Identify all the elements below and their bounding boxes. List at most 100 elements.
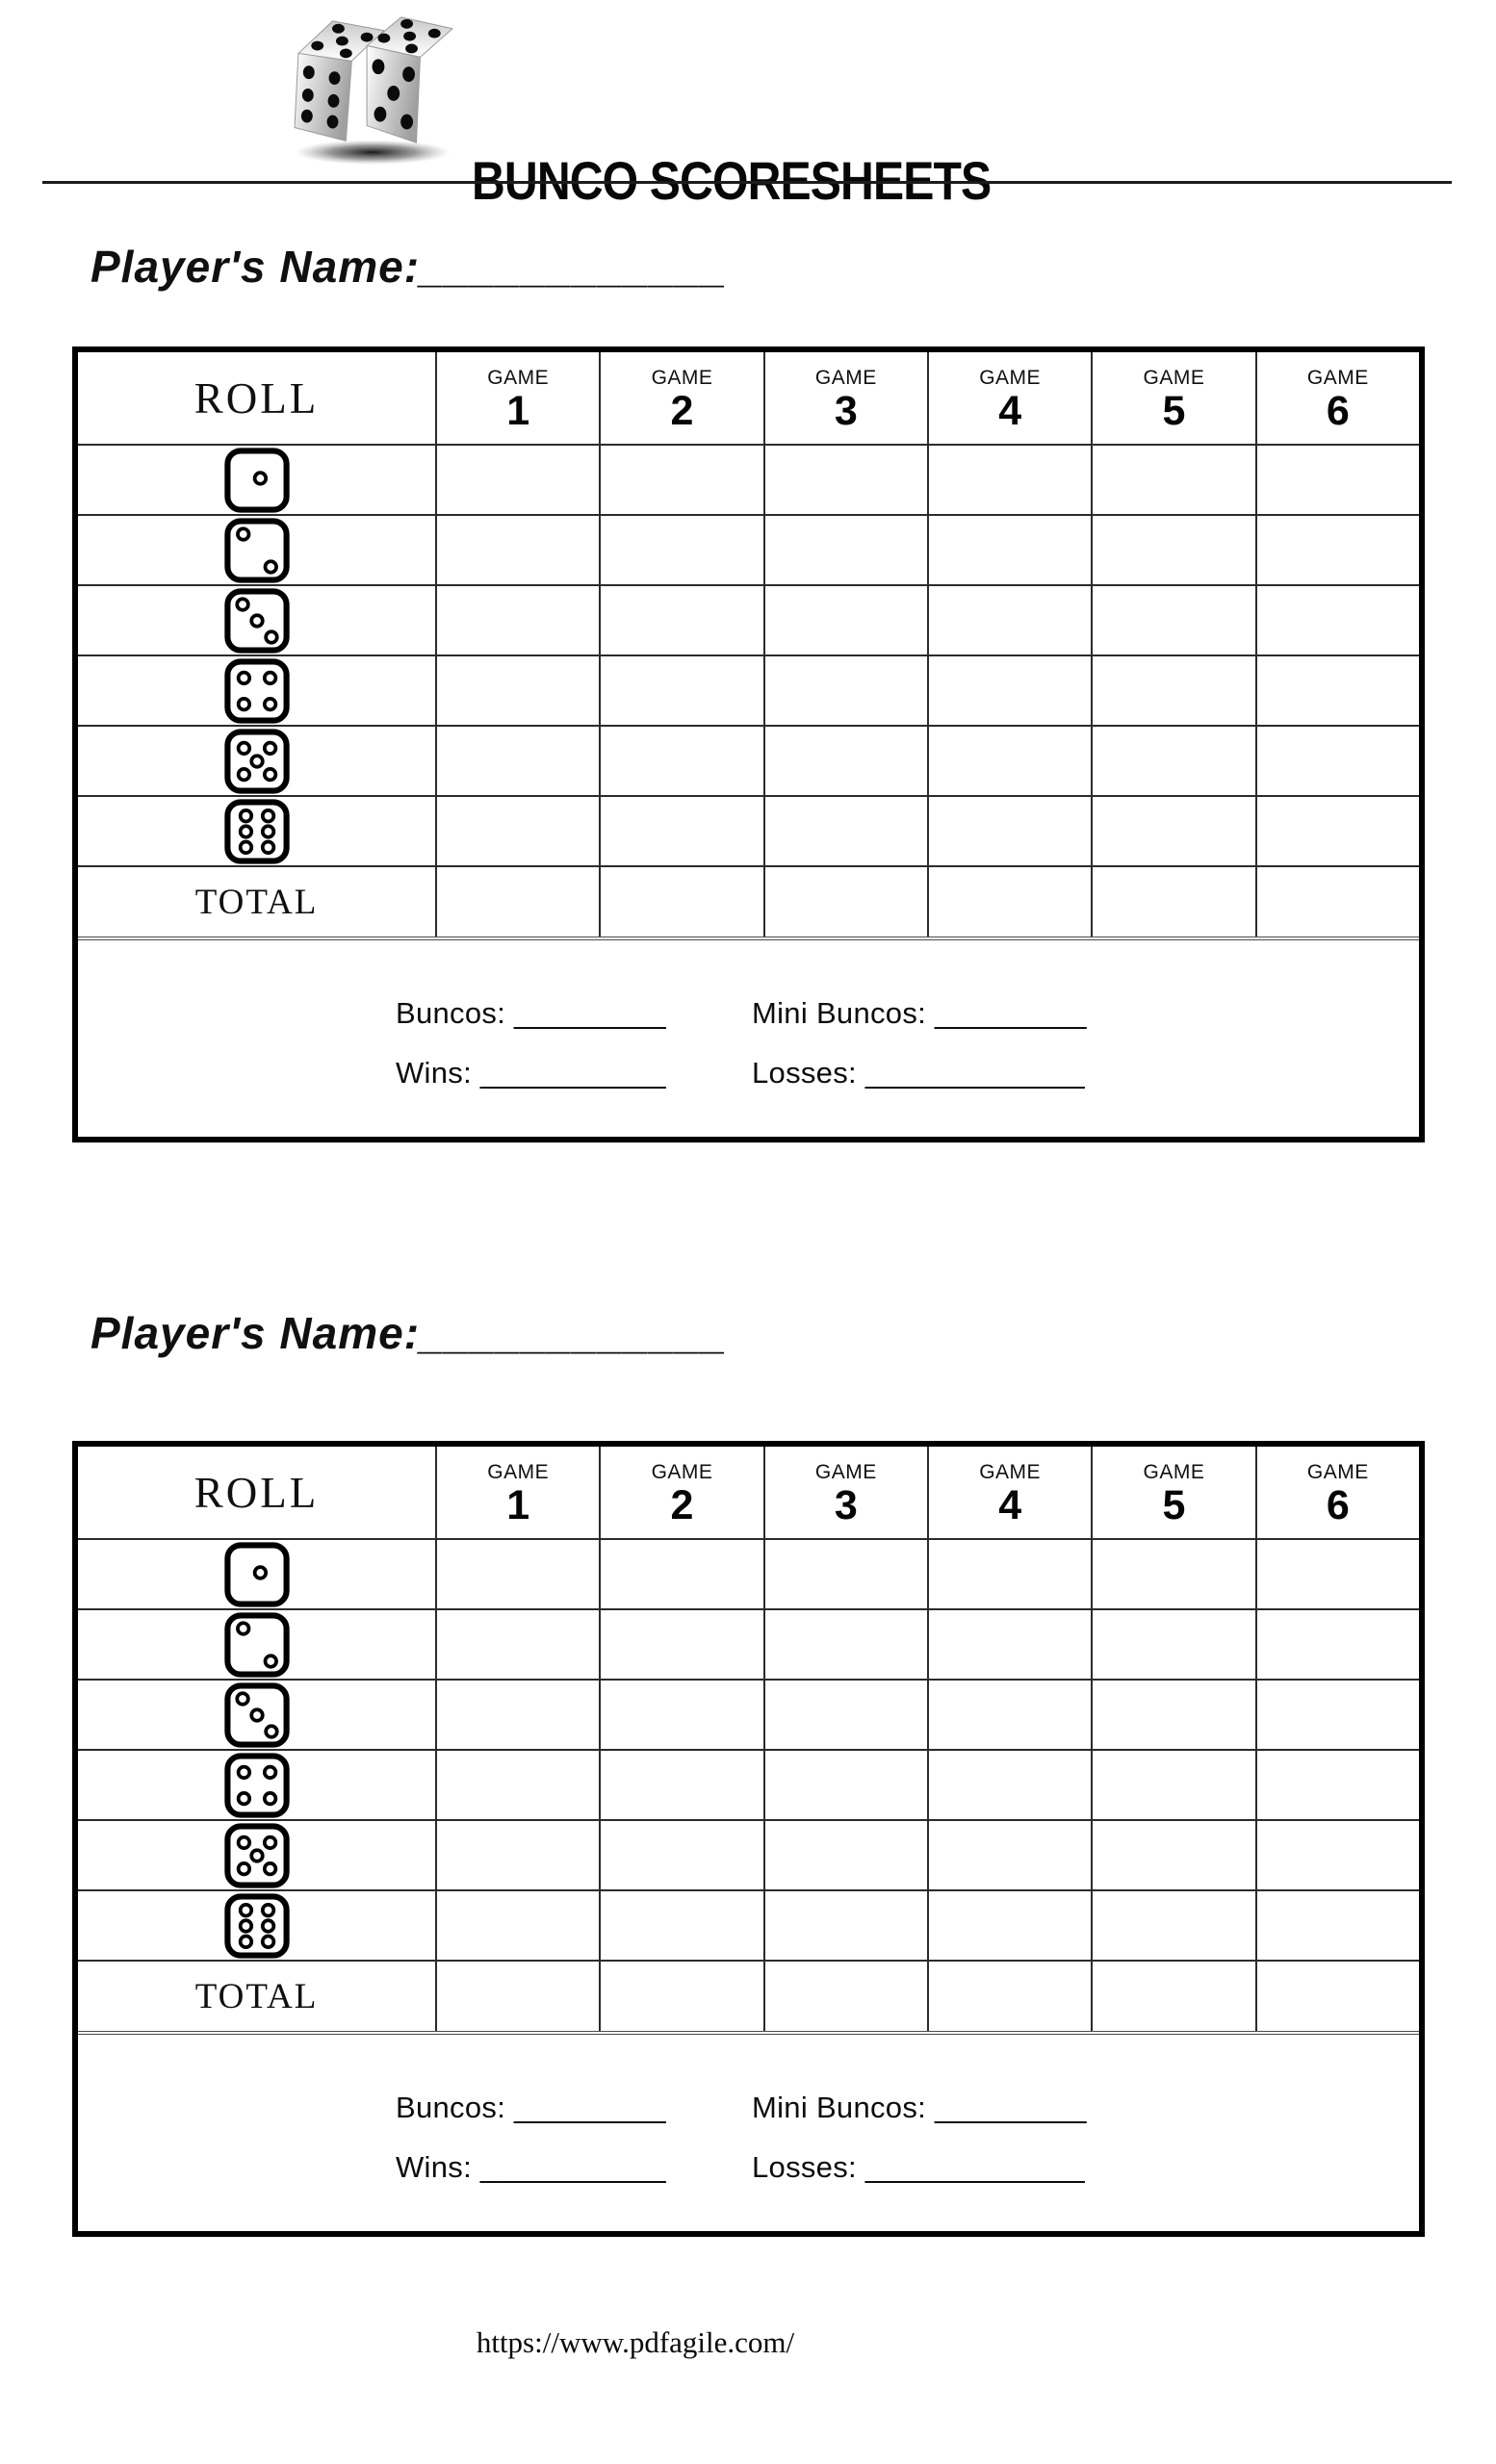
- game-2-header: GAME 2: [599, 352, 762, 444]
- die-face-3-icon: [223, 587, 290, 654]
- score-cell: [1254, 1540, 1419, 1608]
- score-cell: [762, 867, 927, 937]
- score-row-4: [78, 656, 1419, 727]
- mini-buncos-field: Mini Buncos: _________: [752, 996, 1087, 1030]
- total-label: TOTAL: [194, 1976, 319, 2016]
- score-cell: [926, 586, 1091, 654]
- header-divider: [42, 181, 1452, 184]
- player-name-field: Player's Name:____________: [90, 242, 728, 292]
- die-face-2-icon: [223, 517, 290, 583]
- score-row-6: [78, 797, 1419, 867]
- score-cell: [926, 656, 1091, 725]
- losses-field: Losses: _____________: [752, 2150, 1085, 2184]
- losses-field: Losses: _____________: [752, 1056, 1085, 1090]
- roll-die-cell: [78, 656, 435, 725]
- score-cell: [435, 1962, 599, 2031]
- score-cell: [1254, 1751, 1419, 1819]
- roll-header-cell: ROLL: [78, 352, 435, 444]
- score-cell: [1254, 1962, 1419, 2031]
- score-row-3: [78, 586, 1419, 656]
- roll-die-cell: [78, 516, 435, 584]
- score-row-1: [78, 1540, 1419, 1610]
- score-cell: [435, 516, 599, 584]
- score-cell: [435, 727, 599, 795]
- roll-die-cell: [78, 797, 435, 865]
- score-cell: [762, 1610, 927, 1679]
- score-cell: [926, 1891, 1091, 1960]
- score-cell: [1091, 1681, 1254, 1749]
- score-cell: [599, 797, 762, 865]
- game-6-header: GAME 6: [1254, 1447, 1419, 1538]
- score-row-6: [78, 1891, 1419, 1962]
- game-4-header: GAME 4: [926, 1447, 1091, 1538]
- score-cell: [435, 1891, 599, 1960]
- score-cell: [1254, 1681, 1419, 1749]
- score-row-4: [78, 1751, 1419, 1821]
- score-cell: [762, 1681, 927, 1749]
- game-2-header: GAME 2: [599, 1447, 762, 1538]
- roll-header: ROLL: [193, 373, 320, 423]
- score-cell: [1254, 586, 1419, 654]
- roll-die-cell: [78, 446, 435, 514]
- game-4-header: GAME 4: [926, 352, 1091, 444]
- score-cell: [599, 1610, 762, 1679]
- game-3-header: GAME 3: [762, 1447, 927, 1538]
- roll-die-cell: [78, 727, 435, 795]
- buncos-field: Buncos: _________: [396, 2091, 666, 2124]
- score-cell: [926, 1540, 1091, 1608]
- wins-field: Wins: ___________: [396, 1056, 666, 1090]
- summary-area: Buncos: _________ Mini Buncos: _________…: [78, 940, 1419, 1137]
- game-5-header: GAME 5: [1091, 1447, 1254, 1538]
- score-cell: [1091, 1891, 1254, 1960]
- total-label: TOTAL: [194, 882, 319, 922]
- score-cell: [1254, 516, 1419, 584]
- score-cell: [1091, 1821, 1254, 1889]
- score-cell: [599, 1540, 762, 1608]
- score-cell: [435, 867, 599, 937]
- scoresheet-1: ROLL GAME 1 GAME 2 GAME 3 GAME 4 GAME 5: [72, 346, 1425, 1142]
- score-cell: [926, 1751, 1091, 1819]
- score-row-1: [78, 446, 1419, 516]
- score-cell: [762, 727, 927, 795]
- die-face-1-icon: [223, 447, 290, 513]
- score-cell: [1091, 1962, 1254, 2031]
- score-cell: [1254, 446, 1419, 514]
- game-5-header: GAME 5: [1091, 352, 1254, 444]
- score-cell: [599, 1962, 762, 2031]
- score-cell: [1091, 586, 1254, 654]
- score-cell: [926, 516, 1091, 584]
- game-1-header: GAME 1: [435, 1447, 599, 1538]
- left-die: [294, 20, 385, 141]
- scoresheet-2: ROLL GAME 1 GAME 2 GAME 3 GAME 4 GAME 5: [72, 1441, 1425, 2237]
- right-die: [366, 16, 453, 143]
- game-3-header: GAME 3: [762, 352, 927, 444]
- score-cell: [926, 727, 1091, 795]
- score-cell: [435, 446, 599, 514]
- footer-url: https://www.pdfagile.com/: [476, 2325, 795, 2359]
- score-cell: [435, 586, 599, 654]
- score-cell: [1254, 656, 1419, 725]
- die-face-1-icon: [223, 1541, 290, 1607]
- score-cell: [926, 1681, 1091, 1749]
- score-cell: [926, 446, 1091, 514]
- score-cell: [1091, 516, 1254, 584]
- score-cell: [1254, 1821, 1419, 1889]
- score-cell: [599, 1751, 762, 1819]
- total-row: TOTAL: [78, 867, 1419, 940]
- total-label-cell: TOTAL: [78, 867, 435, 937]
- buncos-field: Buncos: _________: [396, 996, 666, 1030]
- score-cell: [599, 516, 762, 584]
- score-cell: [926, 867, 1091, 937]
- score-cell: [435, 797, 599, 865]
- score-cell: [1254, 797, 1419, 865]
- score-cell: [762, 1821, 927, 1889]
- roll-die-cell: [78, 586, 435, 654]
- score-cell: [762, 797, 927, 865]
- roll-die-cell: [78, 1681, 435, 1749]
- score-cell: [1091, 656, 1254, 725]
- dice-logo-icon: [294, 16, 453, 166]
- player-name-field: Player's Name:____________: [90, 1308, 728, 1358]
- score-cell: [1091, 1610, 1254, 1679]
- score-cell: [926, 1610, 1091, 1679]
